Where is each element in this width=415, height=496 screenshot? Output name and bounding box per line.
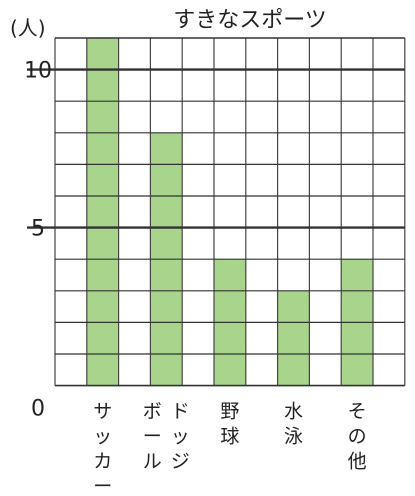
y-tick-labels: 0 5 10 bbox=[24, 59, 52, 422]
y-axis-unit-label: (人) bbox=[10, 16, 46, 40]
x-label-その他: その他 bbox=[348, 401, 367, 473]
bar-水泳 bbox=[277, 290, 310, 386]
y-tick-label: 5 bbox=[31, 217, 45, 242]
chart-title: すきなスポーツ bbox=[173, 8, 327, 33]
x-label-ドッジボール: ボール bbox=[143, 401, 162, 473]
x-label-野球: 野球 bbox=[220, 401, 239, 448]
bar-サッカー bbox=[86, 38, 119, 386]
x-label-水泳: 水泳 bbox=[284, 401, 303, 448]
grid bbox=[27, 37, 406, 387]
x-label-ドッジボール: ドッジ bbox=[171, 401, 190, 473]
y-tick-label: 0 bbox=[31, 397, 45, 422]
y-tick-label: 10 bbox=[24, 59, 52, 84]
x-label-サッカー: サッカー bbox=[93, 401, 112, 496]
bars-group bbox=[86, 38, 373, 386]
